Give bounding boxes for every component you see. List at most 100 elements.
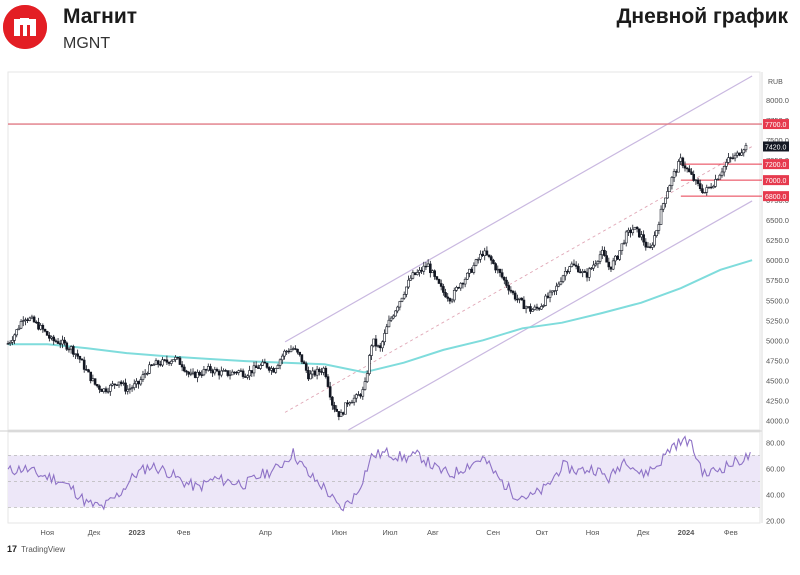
time-axis-label: Фев xyxy=(724,528,738,537)
candle-body xyxy=(304,363,308,371)
candle-body xyxy=(34,321,38,324)
candle-body xyxy=(124,382,127,392)
candle-body xyxy=(280,355,284,361)
candle-body xyxy=(137,380,140,385)
candle-body xyxy=(546,295,550,298)
candle-body xyxy=(472,265,476,273)
candle-body xyxy=(126,389,130,392)
candle-body xyxy=(607,261,611,268)
price-tick-label: 6250.0 xyxy=(766,236,789,245)
candle-body xyxy=(191,371,195,374)
candle-body xyxy=(241,370,245,377)
candle-body xyxy=(600,249,604,256)
candle-body xyxy=(742,149,746,154)
candle-body xyxy=(507,285,510,291)
candle-body xyxy=(459,283,463,289)
candle-body xyxy=(135,380,138,385)
candle-body xyxy=(180,364,184,368)
candle-body xyxy=(209,366,212,371)
level-price-label: 7700.0 xyxy=(765,122,787,129)
candle-body xyxy=(202,369,206,376)
candle-body xyxy=(511,290,515,294)
candle-body xyxy=(324,367,328,377)
candle-body xyxy=(30,316,34,319)
candle-body xyxy=(313,370,317,376)
candle-body xyxy=(696,179,700,184)
candle-body xyxy=(450,299,454,302)
candle-body xyxy=(540,306,543,310)
candle-body xyxy=(119,381,123,384)
candle-body xyxy=(252,365,256,374)
candle-body xyxy=(230,371,234,376)
candles-group xyxy=(6,142,748,421)
candle-body xyxy=(581,271,584,273)
candle-body xyxy=(494,263,497,271)
rsi-band xyxy=(8,455,760,508)
candle-body xyxy=(446,296,450,299)
candle-body xyxy=(433,270,436,277)
candle-body xyxy=(91,378,95,382)
candle-body xyxy=(385,326,389,334)
candle-body xyxy=(563,271,567,277)
candle-body xyxy=(346,402,349,405)
candle-body xyxy=(444,292,447,298)
candle-body xyxy=(291,348,295,350)
candle-body xyxy=(668,185,672,192)
candle-body xyxy=(370,345,373,356)
candle-body xyxy=(6,343,10,345)
candle-body xyxy=(387,319,391,328)
candle-body xyxy=(574,264,578,267)
candle-body xyxy=(577,266,580,273)
candle-body xyxy=(455,287,458,291)
candle-body xyxy=(396,306,399,312)
candle-body xyxy=(420,269,423,272)
candle-body xyxy=(555,285,558,291)
candle-body xyxy=(596,261,600,265)
candle-body xyxy=(15,329,19,336)
candle-body xyxy=(729,157,733,159)
time-axis-label: Фев xyxy=(177,528,191,537)
candle-body xyxy=(113,383,116,386)
candle-body xyxy=(629,229,632,234)
candle-body xyxy=(457,287,460,289)
candle-body xyxy=(503,276,506,281)
candle-body xyxy=(461,283,465,285)
candle-body xyxy=(65,342,69,350)
tradingview-label: TradingView xyxy=(21,545,66,554)
candle-body xyxy=(331,396,334,406)
candle-body xyxy=(659,208,663,225)
candle-body xyxy=(392,315,395,319)
candle-body xyxy=(496,268,500,271)
candle-body xyxy=(583,271,587,273)
candle-body xyxy=(368,355,371,374)
candle-body xyxy=(50,336,53,339)
price-tick-label: 4750.0 xyxy=(766,356,789,365)
candle-body xyxy=(217,370,221,376)
candle-body xyxy=(431,270,434,274)
candle-body xyxy=(254,365,258,368)
candle-body xyxy=(344,402,347,415)
candle-body xyxy=(206,366,210,371)
candle-body xyxy=(128,388,132,390)
candle-body xyxy=(735,152,739,156)
time-axis-label: 2023 xyxy=(128,528,145,537)
candle-body xyxy=(714,179,717,187)
candle-body xyxy=(609,266,613,270)
candle-body xyxy=(679,157,682,162)
price-pane xyxy=(7,71,761,431)
candle-body xyxy=(361,389,365,397)
rsi-tick-label: 80.00 xyxy=(766,438,785,447)
level-price-label: 7200.0 xyxy=(765,162,787,169)
candle-body xyxy=(82,359,86,370)
candle-body xyxy=(167,361,171,364)
candle-body xyxy=(463,278,467,285)
candle-body xyxy=(727,157,730,163)
candle-body xyxy=(437,279,441,284)
candle-body xyxy=(681,157,685,166)
candle-body xyxy=(614,255,617,262)
candle-body xyxy=(17,327,21,330)
candle-body xyxy=(235,371,238,374)
candle-body xyxy=(542,305,545,307)
candle-body xyxy=(213,369,217,374)
